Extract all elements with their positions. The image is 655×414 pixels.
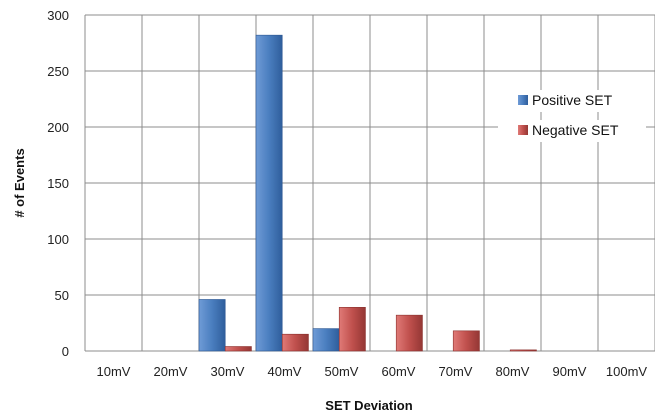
x-tick-label: 80mV [496, 364, 530, 379]
bar-negative-set-50mV [338, 307, 366, 352]
legend-item-background [498, 90, 646, 112]
x-tick-label: 70mV [439, 364, 473, 379]
x-tick-label: 30mV [211, 364, 245, 379]
x-tick-label: 60mV [382, 364, 416, 379]
x-tick-label: 10mV [97, 364, 131, 379]
y-tick-label: 150 [47, 176, 69, 191]
bar-negative-set-30mV [224, 346, 252, 352]
y-tick-label: 0 [62, 344, 69, 359]
x-axis-title: SET Deviation [325, 398, 412, 413]
bar-positive-set-30mV [198, 299, 226, 352]
tick-labels: 0 50 100 150 200 250 300 10mV 20mV 30mV 40mV 50mV 60… [47, 8, 647, 379]
legend-swatch [518, 95, 528, 105]
y-tick-label: 250 [47, 64, 69, 79]
bar-negative-set-80mV [509, 349, 537, 352]
bar-negative-set-40mV [281, 333, 309, 352]
legend-item-background [498, 120, 646, 142]
x-tick-label: 20mV [154, 364, 188, 379]
x-tick-label: 100mV [606, 364, 648, 379]
y-tick-label: 100 [47, 232, 69, 247]
legend-label: Negative SET [532, 122, 619, 138]
gridlines [84, 14, 655, 352]
x-tick-label: 90mV [553, 364, 587, 379]
x-tick-label: 50mV [325, 364, 359, 379]
bars [198, 34, 537, 352]
legend-label: Positive SET [532, 92, 613, 108]
y-tick-label: 300 [47, 8, 69, 23]
y-axis-title: # of Events [12, 148, 27, 217]
bar-positive-set-40mV [255, 34, 283, 352]
x-tick-label: 40mV [268, 364, 302, 379]
legend: Positive SET Negative SET [498, 90, 646, 142]
y-tick-label: 50 [55, 288, 69, 303]
bar-positive-set-50mV [312, 328, 340, 352]
bar-negative-set-70mV [452, 330, 480, 352]
y-tick-label: 200 [47, 120, 69, 135]
legend-swatch [518, 125, 528, 135]
bar-negative-set-60mV [395, 314, 423, 352]
